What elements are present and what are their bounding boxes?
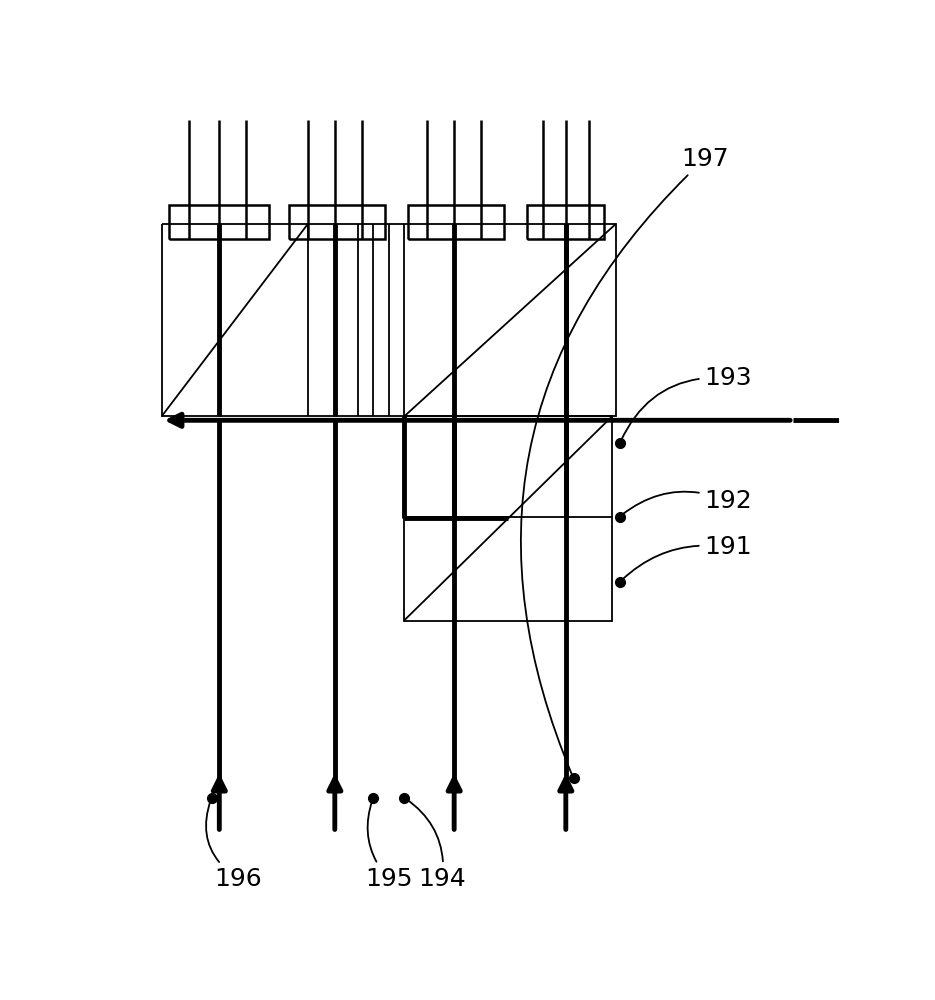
- Text: 193: 193: [621, 366, 752, 441]
- Text: 197: 197: [521, 146, 729, 776]
- Text: 196: 196: [206, 800, 263, 891]
- Text: 192: 192: [622, 489, 752, 515]
- Text: 191: 191: [622, 535, 752, 580]
- Text: 195: 195: [365, 800, 412, 891]
- Text: 194: 194: [407, 799, 467, 891]
